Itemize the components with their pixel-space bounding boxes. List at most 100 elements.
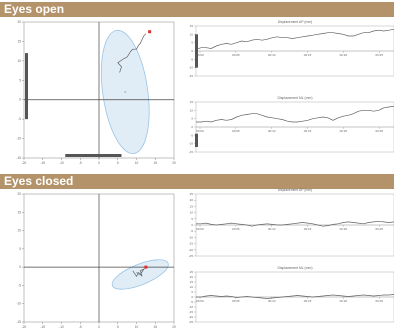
ap-range-bar: [25, 53, 28, 120]
x-tick-label: 20: [172, 161, 176, 165]
cop-trace: [117, 33, 147, 73]
y-tick-label: 5: [191, 41, 193, 45]
y-tick-label: -10: [189, 305, 194, 309]
open-displacement-ap-chart: Displacement AP (mm) 15 10 5 0 -5 -10 -15 00:00 0…: [189, 20, 394, 78]
open-displacement-ml-chart: Displacement ML (mm) 15 10 5 0 -5 -10 -15 00:00 0…: [189, 96, 394, 154]
x-tick-label: -10: [59, 325, 64, 329]
y-tick-label: -10: [189, 66, 194, 70]
y-tick-label: -15: [189, 74, 194, 78]
ellipse-center-point: [137, 273, 140, 276]
y-tick-label: 20: [17, 192, 21, 196]
y-tick-label: 20: [190, 275, 194, 279]
y-tick-label: -5: [190, 133, 193, 137]
y-tick-label: 10: [190, 285, 194, 289]
y-tick-label: -20: [189, 248, 194, 252]
x-tick-label: 5: [117, 325, 119, 329]
y-tick-label: 20: [190, 198, 194, 202]
x-tick-label: -15: [40, 161, 45, 165]
y-tick-label: 5: [191, 217, 193, 221]
y-tick-label: 25: [190, 192, 194, 196]
displacement-line: [195, 28, 394, 50]
y-tick-label: -5: [190, 300, 193, 304]
displacement-line: [196, 220, 394, 227]
y-tick-label: 15: [190, 280, 194, 284]
y-tick-label: -10: [189, 235, 194, 239]
x-tick-label: 5: [117, 161, 119, 165]
x-tick-label: 15: [153, 161, 157, 165]
section-header-eyes-closed: Eyes closed: [0, 174, 394, 189]
x-tick-label: 00:05: [232, 227, 240, 231]
y-tick-label: 15: [190, 100, 194, 104]
x-tick-label: 00:10: [268, 129, 276, 133]
y-tick-label: -20: [189, 315, 194, 319]
ml-range-bar: [65, 154, 122, 157]
x-tick-label: 0: [98, 325, 100, 329]
y-tick-label: -25: [189, 254, 194, 258]
x-tick-label: 20: [172, 325, 176, 329]
y-tick-label: 5: [191, 117, 193, 121]
y-tick-label: 15: [17, 39, 21, 43]
section-title-eyes-open: Eyes open: [4, 2, 65, 16]
chart-title: Displacement AP (mm): [278, 188, 313, 192]
x-tick-label: -5: [79, 161, 82, 165]
x-tick-label: 00:05: [232, 129, 240, 133]
y-tick-label: -5: [18, 283, 21, 287]
y-tick-label: -5: [190, 229, 193, 233]
y-tick-label: 0: [19, 265, 21, 269]
x-tick-label: 00:25: [375, 299, 383, 303]
range-bar: [195, 34, 198, 68]
y-tick-label: 15: [17, 210, 21, 214]
y-tick-label: 15: [190, 204, 194, 208]
y-tick-label: 10: [17, 229, 21, 233]
x-tick-label: 00:10: [268, 227, 276, 231]
displacement-line: [196, 105, 394, 123]
y-tick-label: -15: [189, 242, 194, 246]
x-tick-label: 00:15: [304, 53, 312, 57]
x-tick-label: 00:15: [304, 129, 312, 133]
cop-trace: [132, 268, 146, 277]
range-bar: [195, 133, 198, 147]
y-tick-label: 10: [190, 211, 194, 215]
x-tick-label: -5: [79, 325, 82, 329]
y-tick-label: 0: [191, 223, 193, 227]
section-header-eyes-open: Eyes open: [0, 2, 394, 17]
y-tick-label: -15: [16, 320, 21, 324]
y-tick-label: 0: [191, 49, 193, 53]
x-tick-label: -20: [22, 325, 27, 329]
y-tick-label: 10: [190, 108, 194, 112]
section-title-eyes-closed: Eyes closed: [4, 174, 74, 188]
x-tick-label: 00:05: [232, 299, 240, 303]
y-tick-label: 10: [190, 32, 194, 36]
y-tick-label: 25: [190, 270, 194, 274]
x-tick-label: 00:10: [268, 299, 276, 303]
y-tick-label: -10: [189, 142, 194, 146]
y-tick-label: -25: [189, 320, 194, 324]
x-tick-label: 10: [135, 325, 139, 329]
y-tick-label: 5: [19, 247, 21, 251]
x-tick-label: -10: [59, 161, 64, 165]
y-tick-label: -15: [16, 156, 21, 160]
chart-title: Displacement AP (mm): [278, 20, 313, 24]
x-tick-label: 00:00: [196, 129, 204, 133]
chart-title: Displacement ML (mm): [278, 266, 313, 270]
displacement-line: [196, 294, 394, 299]
y-tick-label: 0: [191, 125, 193, 129]
y-tick-label: -10: [16, 137, 21, 141]
end-marker: [148, 30, 152, 34]
x-tick-label: 00:20: [340, 129, 348, 133]
x-tick-label: 15: [153, 325, 157, 329]
x-tick-label: 00:00: [196, 227, 204, 231]
x-tick-label: 00:20: [340, 227, 348, 231]
y-tick-label: -5: [18, 117, 21, 121]
x-tick-label: 0: [98, 161, 100, 165]
y-tick-label: 5: [191, 290, 193, 294]
x-tick-label: 00:20: [340, 299, 348, 303]
x-tick-label: 00:00: [196, 53, 204, 57]
x-tick-label: 00:25: [375, 53, 383, 57]
y-tick-label: 0: [19, 98, 21, 102]
y-tick-label: 20: [17, 20, 21, 24]
x-tick-label: 00:10: [268, 53, 276, 57]
